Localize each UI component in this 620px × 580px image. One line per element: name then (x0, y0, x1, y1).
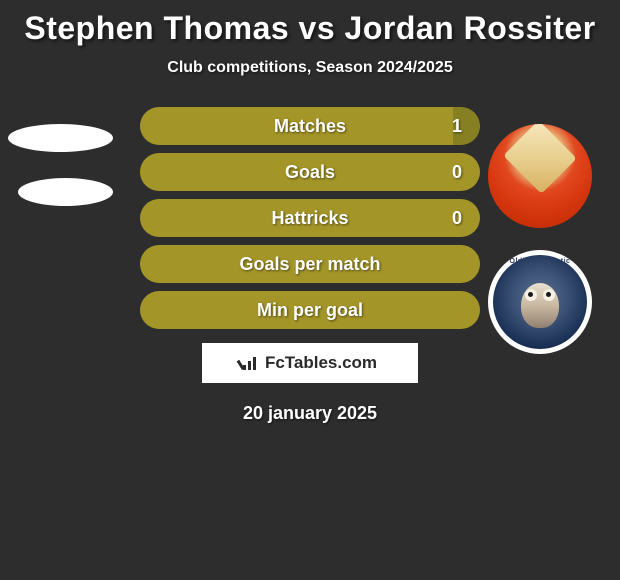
stat-row: Goals 0 (0, 153, 620, 191)
subtitle: Club competitions, Season 2024/2025 (0, 59, 620, 77)
stat-value: 0 (452, 208, 462, 229)
stat-row: Goals per match (0, 245, 620, 283)
stats-area: Matches 1 Goals 0 Hattricks 0 Goals per … (0, 107, 620, 329)
stat-bar-matches: Matches 1 (140, 107, 480, 145)
brand-box: FcTables.com (202, 343, 418, 383)
stat-row: Min per goal (0, 291, 620, 329)
stat-label: Min per goal (257, 300, 363, 321)
stat-value: 0 (452, 162, 462, 183)
stat-bar-goals-per-match: Goals per match (140, 245, 480, 283)
stat-value: 1 (452, 116, 462, 137)
stat-row: Matches 1 (0, 107, 620, 145)
stat-label: Matches (274, 116, 346, 137)
stat-row: Hattricks 0 (0, 199, 620, 237)
chart-icon (243, 356, 261, 370)
page-title: Stephen Thomas vs Jordan Rossiter (0, 10, 620, 47)
stat-bar-hattricks: Hattricks 0 (140, 199, 480, 237)
stat-label: Goals per match (239, 254, 380, 275)
comparison-card: Stephen Thomas vs Jordan Rossiter Club c… (0, 0, 620, 424)
stat-bar-goals: Goals 0 (140, 153, 480, 191)
date-text: 20 january 2025 (0, 403, 620, 424)
stat-label: Goals (285, 162, 335, 183)
stat-bar-min-per-goal: Min per goal (140, 291, 480, 329)
stat-label: Hattricks (271, 208, 348, 229)
brand-text: FcTables.com (265, 353, 377, 373)
